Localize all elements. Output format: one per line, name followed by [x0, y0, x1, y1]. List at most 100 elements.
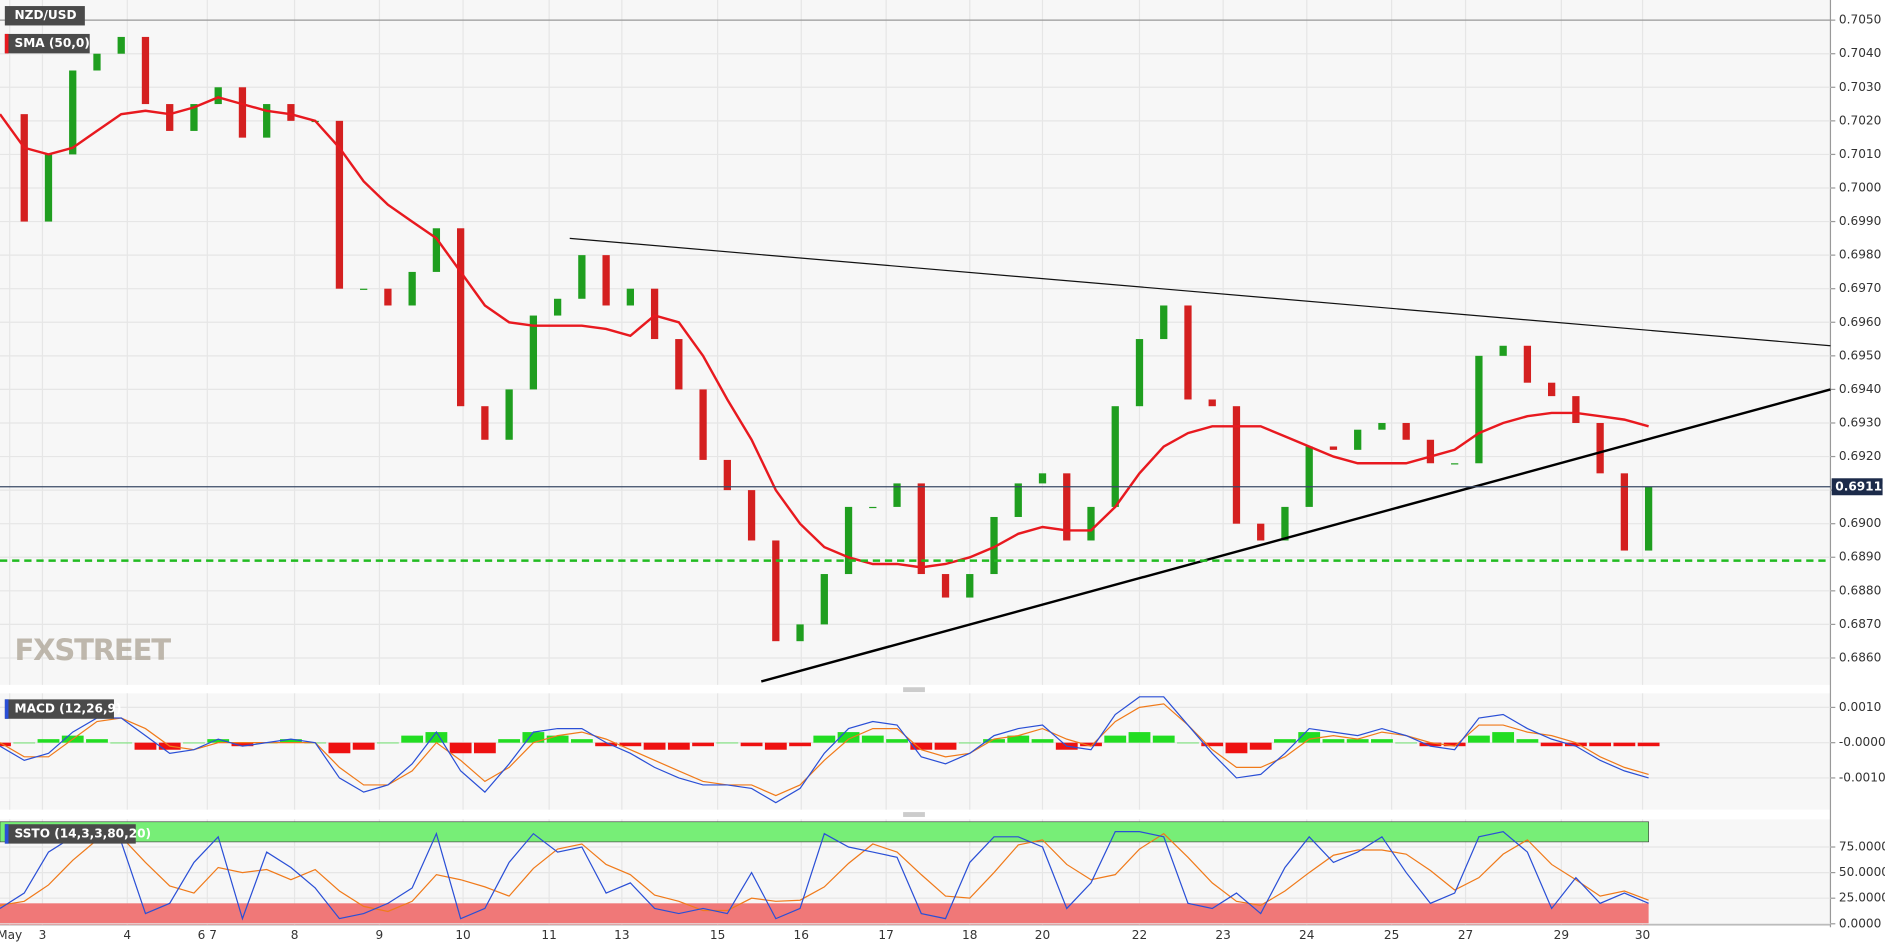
y-tick-label: 0.6930: [1839, 415, 1881, 429]
histogram-bar: [110, 742, 133, 744]
candle: [1451, 463, 1459, 465]
histogram-bar: [1225, 742, 1248, 754]
histogram-bar: [643, 742, 666, 750]
histogram-bar: [1298, 732, 1321, 743]
x-tick-label: 3: [39, 928, 47, 942]
histogram-bar: [1637, 742, 1660, 747]
candle: [893, 483, 901, 507]
candle: [675, 339, 683, 390]
x-tick-label: 30: [1635, 928, 1650, 942]
candle: [457, 228, 465, 407]
candle: [1232, 406, 1241, 524]
ssto-swatch: [4, 824, 9, 844]
histogram-bar: [983, 739, 1005, 743]
histogram-bar: [837, 732, 860, 743]
last-price-box: [1831, 478, 1883, 496]
candle: [602, 255, 610, 306]
x-tick-label: May: [0, 928, 22, 942]
histogram-bar: [1564, 742, 1587, 747]
y-tick-label: 0.6880: [1839, 583, 1881, 597]
symbol-badge: [4, 6, 85, 26]
candle: [335, 120, 344, 289]
macd-line: [0, 696, 1649, 804]
y-tick-label: 50.0000: [1839, 865, 1885, 879]
candle: [1596, 422, 1604, 474]
candle: [190, 104, 198, 131]
y-tick-label: 0.6970: [1839, 281, 1881, 295]
candle: [505, 389, 513, 440]
candle: [287, 104, 295, 121]
x-tick-label: 6 7: [198, 928, 217, 942]
candle: [481, 406, 489, 440]
macd-badge: [4, 699, 114, 719]
x-tick-label: 13: [614, 928, 629, 942]
candle: [360, 288, 368, 290]
histogram-bar: [1613, 742, 1636, 747]
histogram-bar: [1346, 739, 1369, 743]
symbol-label: NZD/USD: [15, 8, 77, 22]
histogram-bar: [1249, 742, 1272, 750]
histogram-bar: [595, 742, 618, 747]
candle: [1184, 305, 1192, 400]
candle: [1402, 422, 1410, 440]
candle: [1038, 473, 1047, 484]
x-tick-label: 16: [794, 928, 809, 942]
candle: [20, 114, 28, 222]
histogram-bar: [958, 742, 981, 744]
panel-handle: [903, 687, 925, 693]
histogram-bar: [1031, 739, 1054, 743]
histogram-bar: [401, 735, 424, 743]
candle: [1305, 446, 1313, 507]
histogram-bar: [1104, 735, 1127, 743]
histogram-bar: [377, 742, 399, 744]
y-tick-label: 0.6860: [1839, 650, 1881, 664]
y-tick-label: 0.6960: [1839, 315, 1881, 329]
candle: [796, 624, 804, 642]
y-tick-label: -0.0010: [1839, 770, 1885, 784]
candle: [626, 288, 634, 306]
candle: [1329, 446, 1338, 450]
sma-badge: [4, 33, 90, 54]
candle: [1087, 506, 1095, 541]
y-tick-label: 0.6890: [1839, 550, 1881, 564]
sma-swatch: [4, 33, 9, 54]
overbought-band: [0, 821, 1649, 843]
histogram-bar: [692, 742, 714, 747]
candle: [1426, 439, 1435, 464]
candle: [699, 389, 707, 460]
histogram-bar: [813, 735, 836, 743]
x-tick-label: 29: [1554, 928, 1569, 942]
y-tick-label: 0.6940: [1839, 382, 1881, 396]
histogram-bar: [183, 742, 205, 744]
candle: [93, 53, 101, 71]
candle: [1572, 396, 1580, 423]
y-tick-label: 0.6920: [1839, 449, 1881, 463]
candle: [1257, 523, 1265, 541]
candle: [1499, 345, 1507, 356]
x-tick-label: 11: [541, 928, 556, 942]
ssto-label: SSTO (14,3,3,80,20): [15, 826, 152, 840]
candle: [723, 459, 731, 491]
candle: [1281, 506, 1289, 541]
candle: [844, 506, 853, 575]
candle: [263, 104, 271, 138]
histogram-bar: [134, 742, 157, 750]
histogram-bar: [425, 732, 448, 743]
histogram-bar: [1419, 742, 1442, 747]
y-tick-label: 0.0000: [1839, 916, 1881, 930]
candle: [1111, 406, 1119, 507]
x-tick-label: 15: [710, 928, 725, 942]
candle: [869, 506, 877, 509]
y-tick-label: 0.7010: [1839, 147, 1881, 161]
histogram-bar: [1152, 735, 1175, 743]
histogram-bar: [1516, 739, 1539, 743]
k-line: [0, 830, 1649, 921]
candle: [820, 574, 828, 625]
candle: [917, 483, 925, 575]
x-tick-label: 25: [1384, 928, 1399, 942]
sma-label: SMA (50,0): [15, 36, 90, 50]
y-tick-label: 0.6950: [1839, 348, 1881, 362]
candle: [166, 104, 174, 131]
